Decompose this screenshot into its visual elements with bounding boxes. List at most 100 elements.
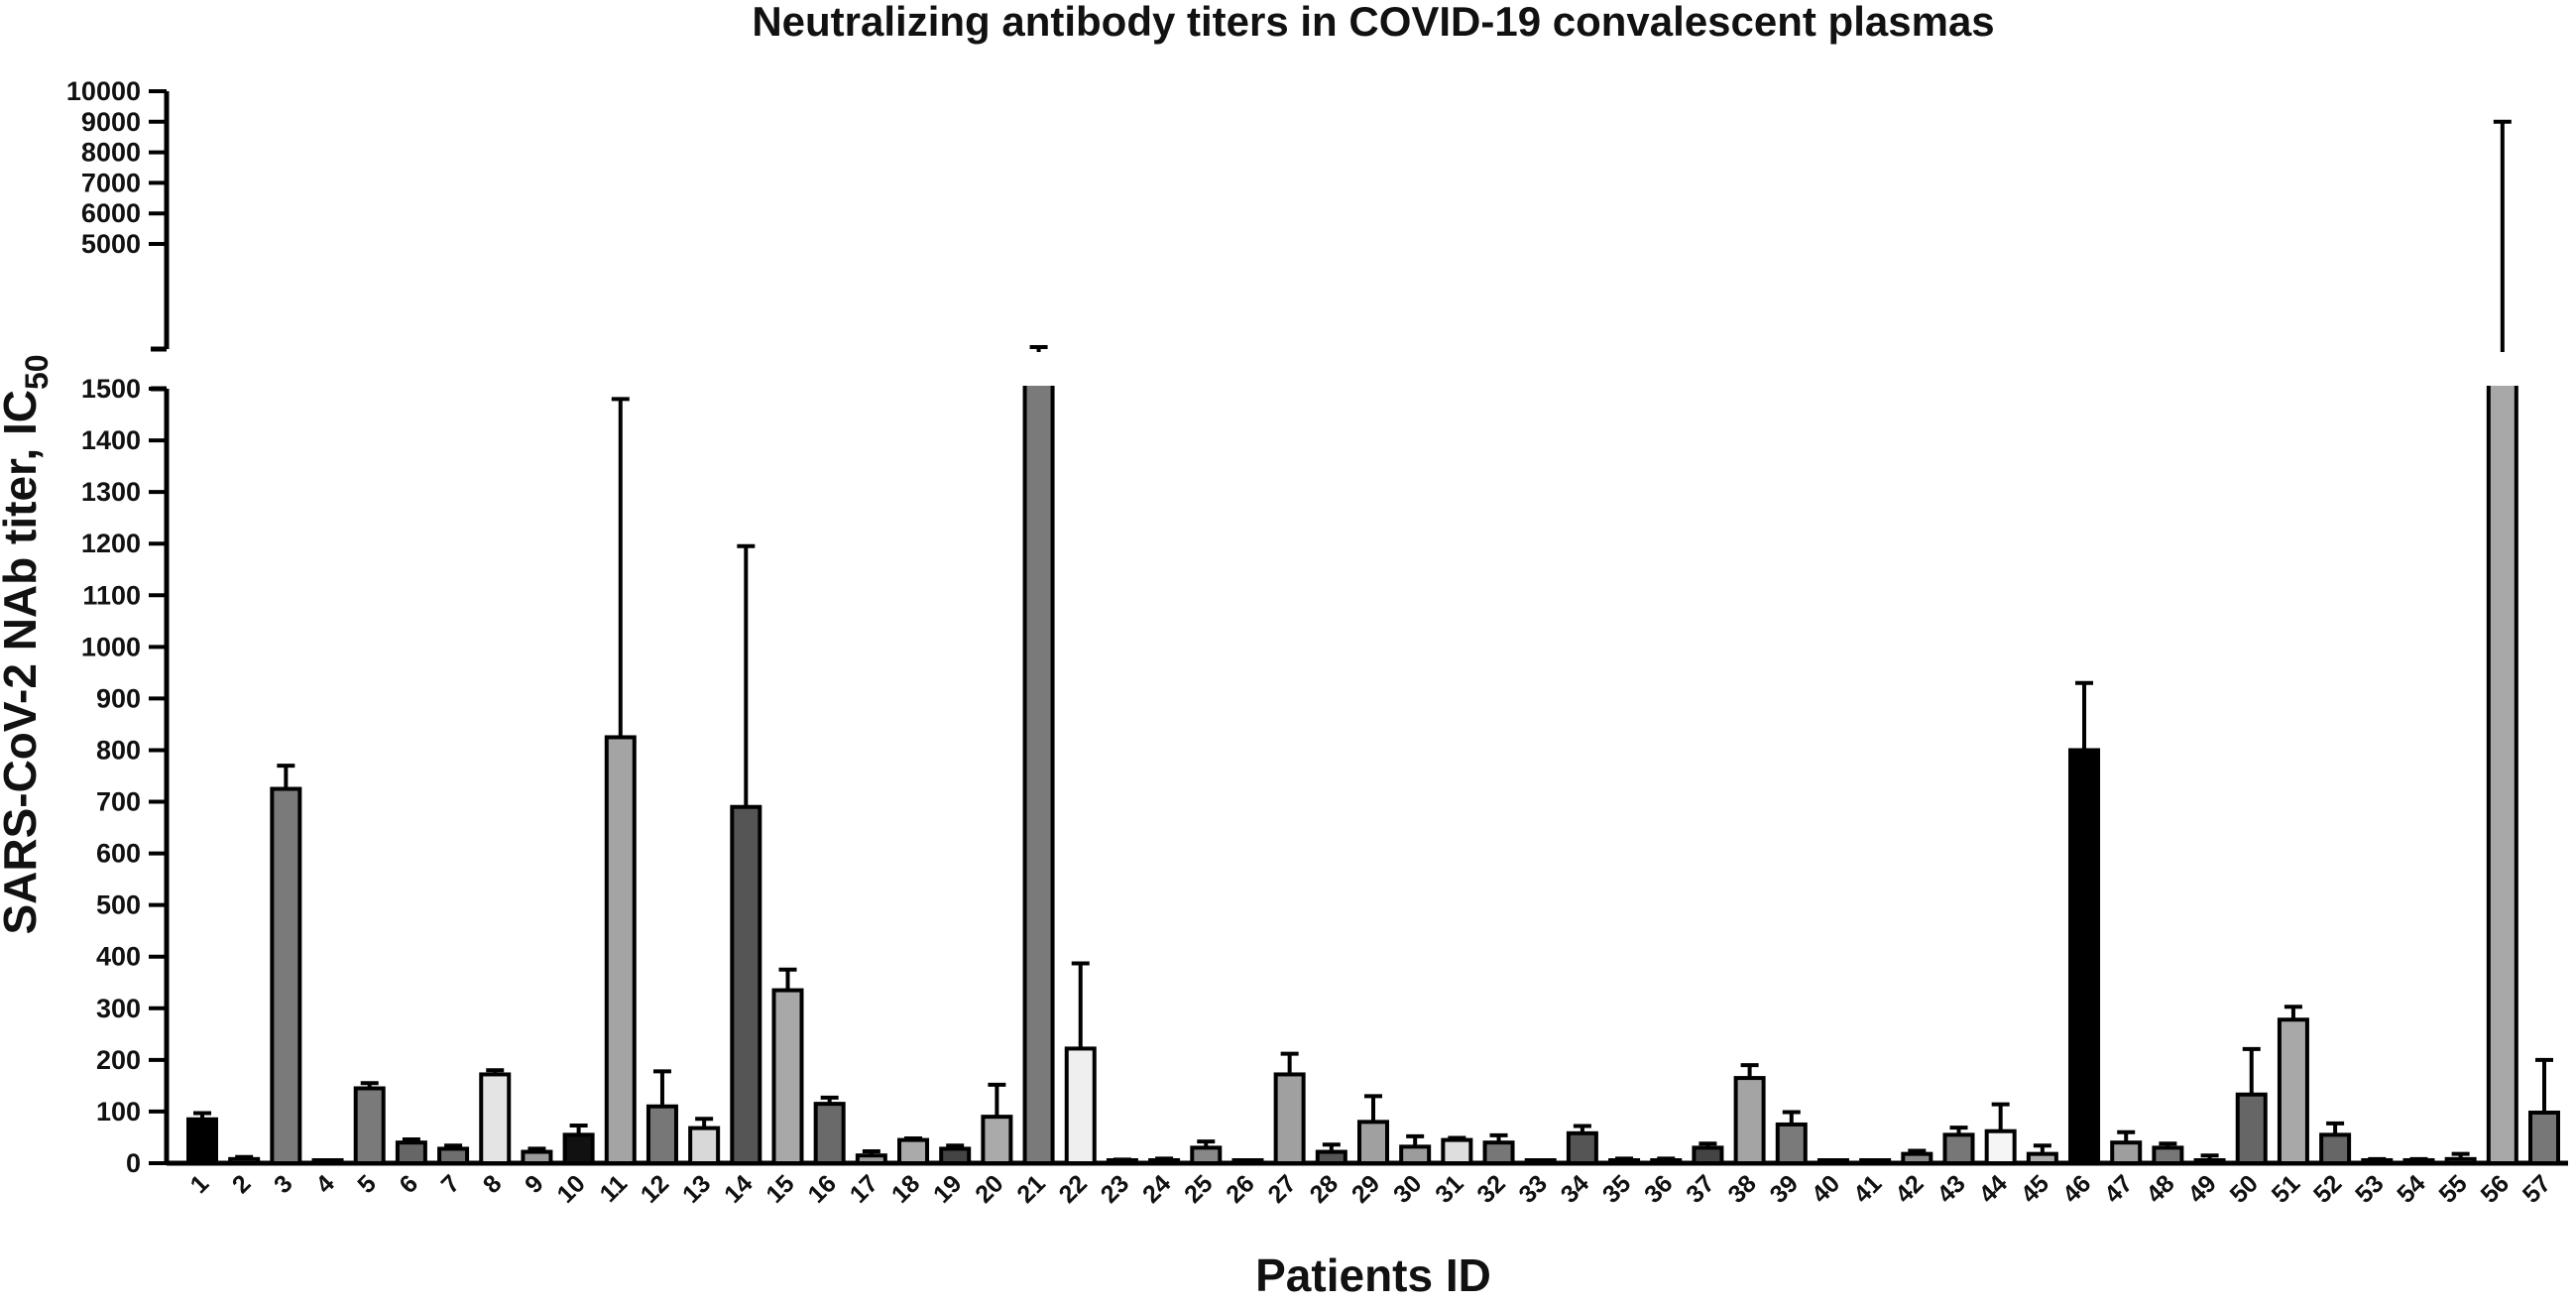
x-tick-label: 12: [636, 1169, 674, 1208]
bar-patient-42: [1901, 1151, 1933, 1166]
x-tick-label: 51: [2267, 1169, 2306, 1209]
x-tick-label: 16: [802, 1169, 841, 1208]
bar-patient-56: [2486, 352, 2518, 1166]
x-tick-label: 53: [2350, 1169, 2389, 1208]
bar-patient-15: [771, 988, 804, 1165]
axes: 0 100 200 300 400 500 600 700 800 900 1000 1100 1200…: [66, 76, 2568, 1178]
x-tick-label: 5: [352, 1169, 382, 1199]
bar-patient-50: [2235, 1092, 2268, 1166]
bar-patient-57: [2528, 1110, 2560, 1165]
y-tick-label: 1400: [81, 425, 141, 455]
bar-patient-2: [228, 1156, 261, 1166]
bar-patient-47: [2110, 1140, 2143, 1166]
bar-patient-36: [1650, 1158, 1683, 1165]
x-tick-label: 26: [1221, 1169, 1259, 1208]
x-tick-label: 20: [970, 1169, 1008, 1208]
y-tick-label: 900: [96, 683, 141, 713]
bar-patient-46: [2068, 748, 2101, 1165]
x-tick-label: 46: [2057, 1169, 2096, 1208]
x-tick-label: 41: [1848, 1169, 1888, 1209]
bar-patient-19: [939, 1146, 972, 1166]
x-tick-label: 29: [1347, 1169, 1385, 1208]
axis-break-gap: [145, 352, 2576, 386]
bar-patient-43: [1942, 1132, 1975, 1165]
x-tick-label: 2: [227, 1169, 257, 1199]
x-tick-label: 32: [1471, 1169, 1510, 1208]
x-tick-label: 3: [269, 1169, 298, 1199]
y-tick-label: 500: [96, 890, 141, 920]
x-tick-label: 37: [1681, 1169, 1719, 1208]
y-tick-label: 1200: [81, 529, 141, 558]
x-tick-label: 18: [886, 1169, 926, 1209]
bar-patient-49: [2193, 1158, 2226, 1165]
bar-patient-30: [1399, 1144, 1432, 1165]
x-tick-label: 45: [2016, 1169, 2055, 1209]
bar-patient-11: [604, 735, 637, 1165]
x-tick-label: 56: [2476, 1169, 2515, 1208]
bar-patient-31: [1441, 1137, 1473, 1165]
bar-patient-37: [1692, 1145, 1724, 1166]
bar-patient-16: [813, 1102, 846, 1165]
bar-patient-33: [1524, 1158, 1557, 1165]
bar-patient-13: [688, 1126, 721, 1166]
x-tick-label: 34: [1556, 1169, 1595, 1209]
x-tick-label: 9: [520, 1169, 549, 1199]
bar-patient-52: [2319, 1132, 2352, 1165]
y-tick-label: 5000: [81, 229, 141, 259]
bar-patient-39: [1775, 1122, 1808, 1165]
bar-patient-27: [1273, 1072, 1306, 1165]
y-tick-label: 0: [126, 1148, 141, 1178]
x-tick-label: 30: [1388, 1169, 1427, 1208]
x-tick-label: 44: [1973, 1169, 2013, 1209]
bar-patient-26: [1231, 1158, 1264, 1165]
x-tick-label: 31: [1430, 1169, 1469, 1209]
x-tick-label: 49: [2182, 1169, 2221, 1208]
y-axis-label-subscript: 50: [19, 354, 55, 390]
x-tick-label: 27: [1262, 1169, 1301, 1208]
y-tick-label: 100: [96, 1097, 141, 1127]
bar-patient-14: [730, 804, 762, 1165]
bar-patient-6: [395, 1140, 427, 1166]
bar-patient-55: [2444, 1156, 2477, 1166]
bar-patient-7: [437, 1146, 470, 1166]
y-tick-label: 800: [96, 735, 141, 765]
x-tick-label: 7: [436, 1169, 466, 1199]
bar-patient-9: [521, 1149, 553, 1165]
bar-patient-34: [1566, 1130, 1598, 1166]
y-tick-label: 1300: [81, 477, 141, 507]
x-tick-label: 1: [185, 1169, 215, 1199]
x-tick-label: 52: [2308, 1169, 2347, 1208]
x-tick-label: 4: [310, 1169, 340, 1199]
y-tick-label: 10000: [66, 76, 141, 106]
bar-patient-25: [1190, 1145, 1223, 1166]
bar-patient-1: [186, 1117, 218, 1165]
bar-patient-18: [897, 1137, 930, 1165]
x-tick-label: 15: [761, 1169, 800, 1209]
bar-patient-44: [1984, 1128, 2017, 1165]
bars-group: [145, 119, 2576, 1166]
x-ticks: 1 2 3 4 5 6 7 8 9 10 11 12 13 14 15 16 17 18 19 20 21 22 23 24 2…: [185, 1169, 2557, 1209]
x-tick-label: 22: [1054, 1169, 1093, 1208]
bar-patient-20: [981, 1115, 1013, 1166]
x-tick-label: 21: [1011, 1169, 1051, 1209]
bar-patient-48: [2152, 1145, 2184, 1166]
x-tick-label: 23: [1096, 1169, 1134, 1208]
x-tick-label: 8: [478, 1169, 508, 1199]
bar-patient-10: [562, 1132, 595, 1165]
x-tick-label: 19: [928, 1169, 967, 1208]
bar-patient-41: [1859, 1158, 1892, 1165]
x-tick-label: 40: [1807, 1169, 1845, 1208]
y-tick-label: 300: [96, 994, 141, 1023]
y-tick-label: 600: [96, 839, 141, 869]
x-tick-label: 14: [719, 1169, 759, 1209]
y-axis-label: SARS-CoV-2 NAb titer, IC50: [0, 354, 55, 934]
y-axis-label-main: SARS-CoV-2 NAb titer, IC: [0, 390, 46, 935]
bar-patient-40: [1816, 1158, 1849, 1165]
x-tick-label: 55: [2433, 1169, 2473, 1209]
x-tick-label: 54: [2392, 1169, 2431, 1209]
bar-patient-45: [2026, 1151, 2058, 1166]
bar-patient-38: [1733, 1076, 1766, 1165]
x-tick-label: 50: [2225, 1169, 2264, 1208]
bar-patient-3: [270, 786, 302, 1165]
y-tick-label: 400: [96, 942, 141, 972]
